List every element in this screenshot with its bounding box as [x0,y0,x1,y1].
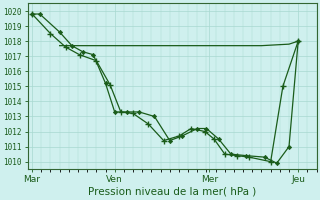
X-axis label: Pression niveau de la mer( hPa ): Pression niveau de la mer( hPa ) [88,187,256,197]
